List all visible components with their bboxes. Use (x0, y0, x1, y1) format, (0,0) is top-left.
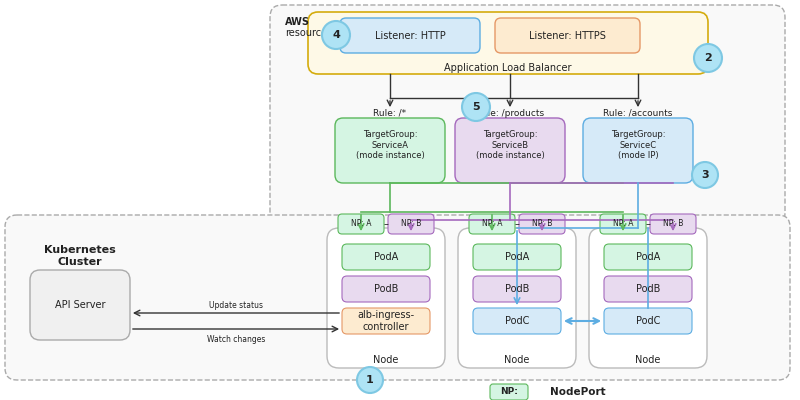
FancyBboxPatch shape (5, 215, 790, 380)
Text: Kubernetes: Kubernetes (44, 245, 116, 255)
Text: NP: B: NP: B (663, 220, 683, 228)
Text: Rule: /products: Rule: /products (476, 108, 544, 118)
FancyBboxPatch shape (473, 244, 561, 270)
Text: –: – (383, 219, 389, 229)
FancyBboxPatch shape (458, 228, 576, 368)
FancyBboxPatch shape (342, 244, 430, 270)
Text: Watch changes: Watch changes (207, 334, 265, 344)
Text: 4: 4 (332, 30, 340, 40)
FancyBboxPatch shape (650, 214, 696, 234)
Text: NP: A: NP: A (350, 220, 371, 228)
Text: Node: Node (635, 355, 661, 365)
Text: API Server: API Server (54, 300, 106, 310)
Circle shape (694, 44, 722, 72)
Text: resources: resources (285, 28, 332, 38)
Text: Listener: HTTP: Listener: HTTP (374, 31, 446, 41)
Circle shape (322, 21, 350, 49)
FancyBboxPatch shape (308, 12, 708, 74)
Text: 5: 5 (472, 102, 480, 112)
Text: Node: Node (374, 355, 398, 365)
Text: NodePort: NodePort (550, 387, 606, 397)
Text: PodB: PodB (505, 284, 529, 294)
Text: TargetGroup:
ServiceC
(mode IP): TargetGroup: ServiceC (mode IP) (610, 130, 666, 160)
Circle shape (357, 367, 383, 393)
Text: PodB: PodB (636, 284, 660, 294)
Text: AWS: AWS (285, 17, 310, 27)
FancyBboxPatch shape (469, 214, 515, 234)
Text: Node: Node (504, 355, 530, 365)
FancyBboxPatch shape (473, 308, 561, 334)
FancyBboxPatch shape (600, 214, 646, 234)
Text: 2: 2 (704, 53, 712, 63)
FancyBboxPatch shape (473, 276, 561, 302)
Circle shape (692, 162, 718, 188)
Text: PodA: PodA (636, 252, 660, 262)
FancyBboxPatch shape (604, 308, 692, 334)
FancyBboxPatch shape (455, 118, 565, 183)
Text: Application Load Balancer: Application Load Balancer (444, 63, 572, 73)
Text: TargetGroup:
ServiceA
(mode instance): TargetGroup: ServiceA (mode instance) (356, 130, 424, 160)
Text: NP: A: NP: A (482, 220, 502, 228)
FancyBboxPatch shape (327, 228, 445, 368)
Text: 1: 1 (366, 375, 374, 385)
FancyBboxPatch shape (583, 118, 693, 183)
Text: TargetGroup:
ServiceB
(mode instance): TargetGroup: ServiceB (mode instance) (476, 130, 544, 160)
Text: Listener: HTTPS: Listener: HTTPS (529, 31, 606, 41)
Text: PodC: PodC (636, 316, 660, 326)
Text: –: – (514, 219, 519, 229)
FancyBboxPatch shape (30, 270, 130, 340)
Text: NP: A: NP: A (613, 220, 634, 228)
Text: –: – (646, 219, 650, 229)
Text: Cluster: Cluster (58, 257, 102, 267)
Text: 3: 3 (701, 170, 709, 180)
FancyBboxPatch shape (604, 244, 692, 270)
Text: NP:: NP: (500, 388, 518, 396)
FancyBboxPatch shape (589, 228, 707, 368)
Text: PodB: PodB (374, 284, 398, 294)
FancyBboxPatch shape (335, 118, 445, 183)
FancyBboxPatch shape (495, 18, 640, 53)
FancyBboxPatch shape (340, 18, 480, 53)
FancyBboxPatch shape (270, 5, 785, 225)
Text: PodA: PodA (505, 252, 529, 262)
Text: Rule: /*: Rule: /* (374, 108, 406, 118)
Text: NP: B: NP: B (532, 220, 552, 228)
Text: alb-ingress-
controller: alb-ingress- controller (358, 310, 414, 332)
Text: PodC: PodC (505, 316, 529, 326)
Text: NP: B: NP: B (401, 220, 421, 228)
FancyBboxPatch shape (519, 214, 565, 234)
FancyBboxPatch shape (342, 276, 430, 302)
FancyBboxPatch shape (342, 308, 430, 334)
Circle shape (462, 93, 490, 121)
FancyBboxPatch shape (388, 214, 434, 234)
FancyBboxPatch shape (604, 276, 692, 302)
Text: PodA: PodA (374, 252, 398, 262)
Text: Update status: Update status (209, 302, 263, 310)
FancyBboxPatch shape (490, 384, 528, 400)
FancyBboxPatch shape (338, 214, 384, 234)
Text: Rule: /accounts: Rule: /accounts (603, 108, 673, 118)
